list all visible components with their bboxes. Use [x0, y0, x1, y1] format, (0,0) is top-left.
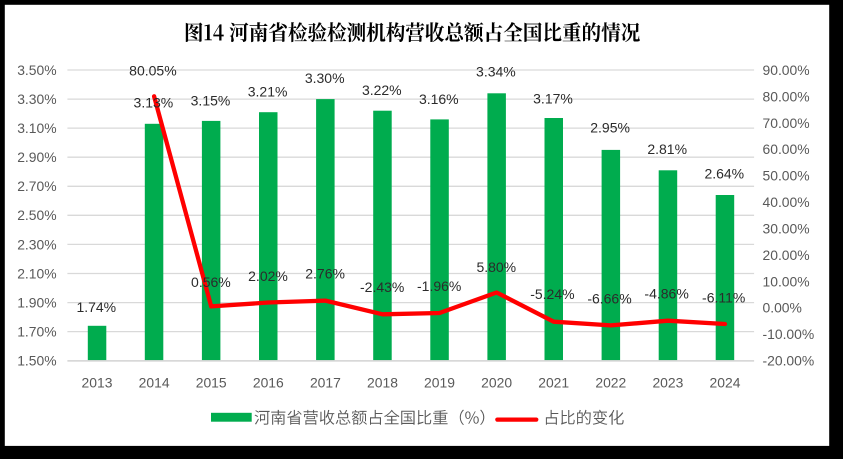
svg-text:1.50%: 1.50%: [17, 353, 56, 369]
svg-text:0.56%: 0.56%: [191, 274, 231, 290]
svg-text:-6.11%: -6.11%: [702, 290, 745, 306]
svg-text:2.70%: 2.70%: [17, 178, 56, 194]
svg-text:80.00%: 80.00%: [763, 88, 810, 104]
svg-text:60.00%: 60.00%: [763, 141, 810, 157]
svg-text:3.13%: 3.13%: [134, 94, 174, 110]
svg-text:2.30%: 2.30%: [17, 236, 56, 252]
svg-text:20.00%: 20.00%: [763, 247, 810, 263]
svg-text:2.10%: 2.10%: [17, 265, 56, 281]
svg-text:5.80%: 5.80%: [476, 259, 516, 275]
svg-text:10.00%: 10.00%: [763, 273, 810, 289]
svg-text:-6.66%: -6.66%: [587, 290, 631, 306]
svg-text:3.34%: 3.34%: [476, 64, 516, 80]
svg-text:2015: 2015: [196, 375, 227, 391]
svg-text:80.05%: 80.05%: [129, 62, 176, 78]
svg-text:3.10%: 3.10%: [17, 120, 56, 136]
svg-text:3.17%: 3.17%: [533, 90, 573, 106]
svg-text:3.15%: 3.15%: [191, 92, 231, 108]
svg-text:2.76%: 2.76%: [305, 265, 345, 281]
svg-text:1.90%: 1.90%: [17, 295, 56, 311]
svg-text:30.00%: 30.00%: [763, 221, 810, 237]
svg-text:2020: 2020: [481, 375, 512, 391]
svg-text:2016: 2016: [253, 375, 284, 391]
svg-text:0.00%: 0.00%: [763, 300, 802, 316]
svg-text:2.95%: 2.95%: [590, 120, 630, 136]
svg-text:2024: 2024: [710, 375, 741, 391]
svg-text:3.16%: 3.16%: [419, 91, 459, 107]
svg-text:2023: 2023: [652, 375, 683, 391]
svg-text:3.30%: 3.30%: [305, 70, 345, 86]
svg-text:50.00%: 50.00%: [763, 168, 810, 184]
svg-text:3.50%: 3.50%: [17, 62, 56, 78]
svg-text:3.22%: 3.22%: [362, 82, 402, 98]
svg-text:-1.96%: -1.96%: [417, 278, 461, 294]
svg-text:-4.86%: -4.86%: [644, 285, 688, 301]
svg-text:2.02%: 2.02%: [248, 268, 288, 284]
svg-text:40.00%: 40.00%: [763, 194, 810, 210]
svg-text:-20.00%: -20.00%: [763, 353, 815, 369]
svg-text:2014: 2014: [139, 375, 170, 391]
svg-text:2017: 2017: [310, 375, 341, 391]
svg-text:2022: 2022: [595, 375, 626, 391]
svg-text:2013: 2013: [82, 375, 113, 391]
svg-text:2.50%: 2.50%: [17, 207, 56, 223]
svg-text:3.21%: 3.21%: [248, 84, 288, 100]
svg-text:-5.24%: -5.24%: [530, 286, 574, 302]
svg-text:2.81%: 2.81%: [647, 141, 687, 157]
svg-text:1.74%: 1.74%: [76, 299, 116, 315]
svg-text:3.30%: 3.30%: [17, 91, 56, 107]
svg-text:-10.00%: -10.00%: [763, 326, 815, 342]
svg-text:70.00%: 70.00%: [763, 115, 810, 131]
svg-text:2019: 2019: [424, 375, 455, 391]
svg-text:2.90%: 2.90%: [17, 149, 56, 165]
svg-text:2.64%: 2.64%: [704, 166, 744, 182]
svg-text:1.70%: 1.70%: [17, 324, 56, 340]
svg-text:90.00%: 90.00%: [763, 62, 810, 78]
svg-text:-2.43%: -2.43%: [360, 279, 404, 295]
svg-text:2021: 2021: [538, 375, 569, 391]
svg-text:2018: 2018: [367, 375, 398, 391]
